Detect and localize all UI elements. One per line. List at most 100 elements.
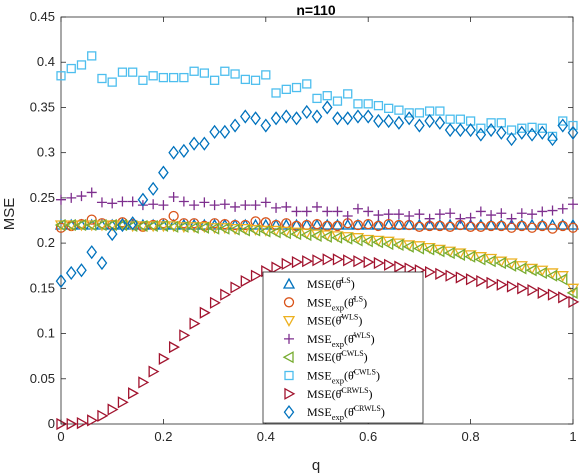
series-7 bbox=[56, 253, 580, 431]
legend-label-part: CWLS bbox=[354, 368, 376, 377]
data-point bbox=[496, 208, 507, 219]
data-point bbox=[393, 209, 404, 220]
data-point bbox=[465, 122, 476, 138]
data-point bbox=[402, 240, 414, 253]
data-point bbox=[445, 208, 456, 219]
data-point bbox=[434, 115, 446, 130]
data-point bbox=[148, 365, 160, 378]
data-point bbox=[486, 276, 498, 290]
data-point bbox=[229, 118, 241, 133]
data-point bbox=[240, 274, 252, 288]
data-point bbox=[506, 132, 517, 147]
data-point bbox=[382, 236, 395, 248]
data-point bbox=[311, 109, 323, 124]
data-point bbox=[250, 111, 261, 126]
data-point bbox=[566, 286, 578, 299]
data-point bbox=[515, 218, 528, 230]
y-tick-label: 0.05 bbox=[30, 371, 55, 386]
data-point bbox=[322, 91, 332, 101]
data-point bbox=[332, 220, 343, 232]
data-point bbox=[209, 296, 221, 309]
data-point bbox=[66, 192, 77, 203]
data-point bbox=[526, 127, 538, 142]
data-point bbox=[199, 136, 210, 151]
data-point bbox=[455, 271, 467, 284]
legend-label-part: WLS bbox=[354, 331, 371, 340]
data-point bbox=[76, 416, 88, 430]
data-point bbox=[424, 265, 436, 279]
data-point bbox=[476, 123, 486, 133]
data-point bbox=[403, 111, 415, 126]
data-point bbox=[527, 284, 539, 297]
y-tick-label: 0.15 bbox=[30, 280, 55, 295]
data-point bbox=[85, 220, 98, 232]
data-point bbox=[331, 218, 344, 230]
data-point bbox=[352, 109, 364, 124]
data-point bbox=[199, 306, 211, 319]
data-point bbox=[343, 254, 355, 267]
legend-label-part: (θ̂ bbox=[344, 295, 356, 309]
data-point bbox=[75, 220, 88, 232]
legend-label-part: ) bbox=[351, 277, 355, 291]
data-point bbox=[291, 206, 302, 217]
data-point bbox=[158, 165, 169, 180]
data-point bbox=[353, 99, 363, 109]
data-point bbox=[505, 259, 517, 272]
data-point bbox=[321, 218, 334, 230]
data-point bbox=[189, 317, 201, 330]
data-point bbox=[259, 225, 272, 237]
data-point bbox=[96, 255, 108, 271]
data-point bbox=[96, 197, 107, 208]
data-point bbox=[547, 223, 558, 234]
data-point bbox=[343, 89, 353, 99]
data-point bbox=[280, 109, 292, 124]
data-point bbox=[517, 282, 529, 295]
legend-label: MSEexp(θ̂CRWLS) bbox=[307, 404, 385, 422]
data-point bbox=[373, 113, 384, 129]
data-point bbox=[291, 255, 303, 269]
legend-marker bbox=[284, 333, 294, 344]
data-point bbox=[494, 256, 506, 270]
data-point bbox=[568, 295, 580, 309]
data-point bbox=[352, 203, 363, 214]
data-point bbox=[168, 191, 179, 202]
data-point bbox=[382, 237, 394, 251]
data-point bbox=[557, 203, 568, 214]
legend-label-part: ) bbox=[381, 405, 385, 419]
data-point bbox=[311, 218, 323, 230]
legend-label-part: (θ̂ bbox=[344, 369, 356, 383]
data-point bbox=[261, 70, 271, 80]
data-point bbox=[177, 220, 189, 233]
legend-label-part: θ̂ bbox=[336, 314, 344, 328]
data-point bbox=[209, 200, 220, 211]
legend-label-part: MSE( bbox=[307, 314, 336, 328]
legend-label-part: MSE bbox=[307, 332, 332, 346]
data-point bbox=[535, 266, 547, 280]
data-point bbox=[516, 208, 527, 219]
data-point bbox=[301, 104, 313, 120]
data-point bbox=[117, 217, 128, 233]
data-point bbox=[435, 267, 447, 280]
data-point bbox=[106, 226, 118, 242]
y-tick-label: 0.3 bbox=[37, 145, 55, 160]
data-point bbox=[384, 258, 396, 271]
data-point bbox=[537, 220, 548, 232]
data-point bbox=[546, 269, 558, 282]
data-point bbox=[341, 232, 353, 245]
legend-label: MSE(θ̂CWLS) bbox=[307, 349, 368, 364]
data-point bbox=[443, 246, 455, 260]
legend-label-part: CRWLS bbox=[341, 386, 368, 395]
data-point bbox=[167, 221, 180, 233]
legend-label-part: LS bbox=[354, 294, 363, 303]
data-point bbox=[188, 222, 201, 234]
data-point bbox=[383, 218, 394, 230]
data-point bbox=[198, 222, 211, 234]
data-point bbox=[158, 352, 170, 365]
data-point bbox=[270, 111, 282, 126]
data-point bbox=[351, 234, 363, 247]
data-point bbox=[558, 291, 570, 304]
y-tick-label: 0.25 bbox=[30, 190, 55, 205]
legend-label-part: ) bbox=[371, 332, 375, 346]
data-point bbox=[300, 228, 312, 242]
data-point bbox=[567, 222, 579, 233]
